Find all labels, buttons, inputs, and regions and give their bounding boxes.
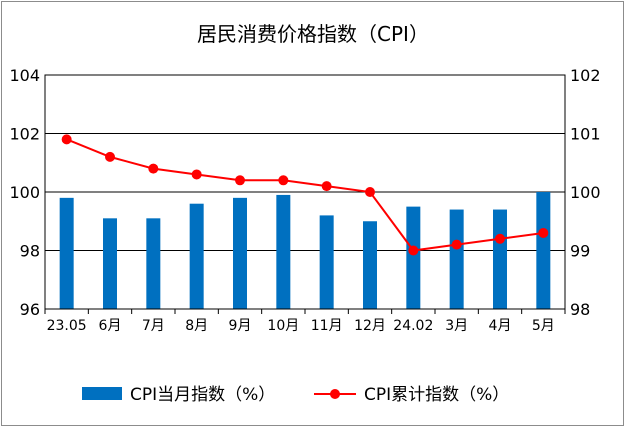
bar	[406, 206, 421, 309]
x-tick-label: 7月	[142, 318, 165, 334]
bar	[449, 209, 464, 309]
x-tick-label: 23.05	[47, 318, 87, 334]
y-right-tick-label: 99	[570, 242, 590, 261]
x-tick-label: 6月	[99, 318, 122, 334]
line-point	[365, 187, 375, 197]
bar	[233, 197, 247, 309]
bar	[146, 218, 161, 309]
line-point	[235, 175, 245, 186]
x-tick-label: 12月	[354, 318, 386, 334]
line-point	[105, 151, 115, 162]
line-point	[451, 239, 462, 250]
y-right-tick-label: 100	[570, 183, 601, 202]
chart-title: 居民消费价格指数（CPI）	[197, 22, 429, 46]
line-point	[408, 245, 419, 256]
line-point	[538, 227, 549, 238]
y-left-tick-label: 100	[9, 183, 40, 202]
axes: 96 98 100 102 104 98 99 100 101 102 23.05 6月 7月 8月 9月 1…	[9, 66, 600, 334]
y-right-tick-label: 102	[570, 66, 601, 85]
bar	[276, 194, 291, 309]
x-tick-label: 4月	[489, 318, 512, 334]
x-tick-label: 3月	[445, 318, 468, 334]
x-tick-label: 11月	[311, 318, 343, 334]
y-left-tick-label: 96	[20, 300, 40, 319]
legend-label-line: CPI累计指数（%）	[364, 385, 509, 405]
line-point	[148, 163, 159, 174]
x-tick-label: 24.02	[393, 318, 433, 334]
bar-series	[59, 192, 551, 309]
bar	[493, 209, 507, 309]
bar	[536, 192, 551, 309]
bar	[319, 215, 334, 309]
legend-swatch-marker	[330, 389, 340, 399]
y-left-tick-label: 104	[9, 66, 40, 85]
bar	[189, 203, 204, 309]
series-line	[66, 138, 544, 252]
legend-swatch-bar	[82, 387, 122, 400]
line-point	[278, 175, 289, 186]
x-tick-label: 8月	[185, 318, 208, 334]
legend-label-bar: CPI当月指数（%）	[130, 385, 275, 405]
x-tick-label: 5月	[532, 318, 555, 334]
y-right-tick-label: 98	[570, 300, 590, 319]
legend: CPI当月指数（%） CPI累计指数（%）	[82, 385, 509, 405]
gridlines	[45, 74, 565, 310]
line-point	[61, 134, 72, 145]
line-point	[495, 233, 505, 244]
bar	[363, 221, 377, 309]
line-point	[321, 181, 332, 192]
y-right-tick-label: 101	[570, 125, 601, 144]
bar	[103, 218, 117, 309]
x-tick-label: 10月	[267, 318, 299, 334]
x-tick-label: 9月	[229, 318, 252, 334]
y-left-tick-label: 98	[20, 242, 40, 261]
y-left-tick-label: 102	[9, 125, 40, 144]
line-series	[61, 134, 549, 256]
bar	[59, 197, 74, 309]
line-point	[191, 169, 202, 180]
